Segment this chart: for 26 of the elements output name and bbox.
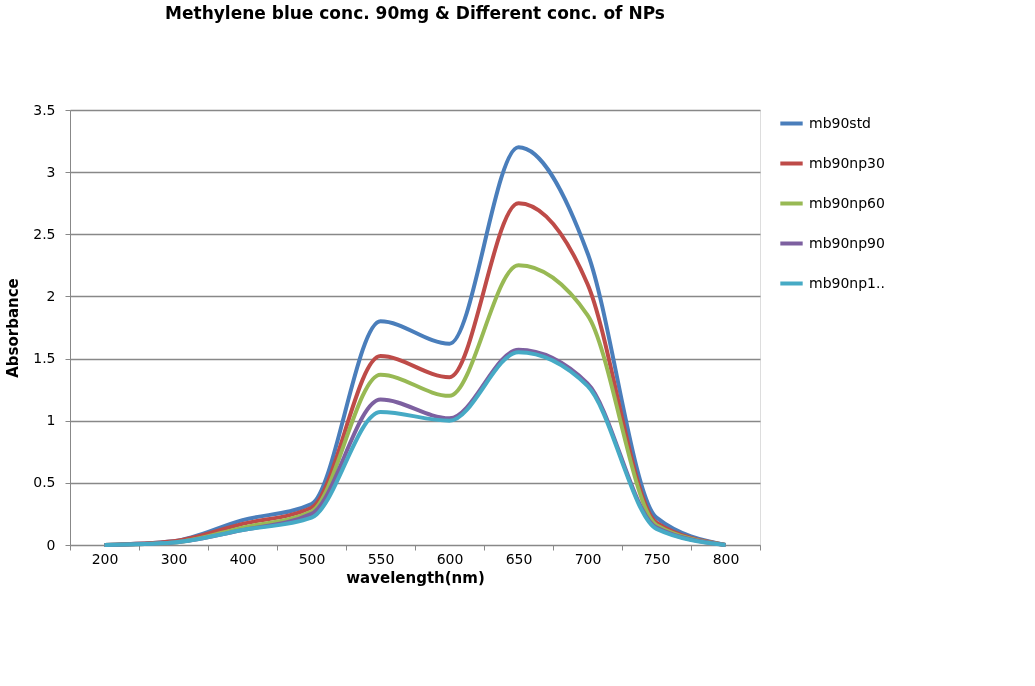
legend-label: mb90np90 (809, 234, 885, 251)
legend-label: mb90np30 (809, 154, 885, 171)
x-tick-label: 700 (574, 550, 602, 567)
x-tick-label: 550 (367, 550, 395, 567)
y-tick-label: 2.5 (33, 225, 56, 242)
legend-label: mb90np1.. (809, 274, 885, 291)
x-tick-label: 800 (712, 550, 740, 567)
legend-label: mb90std (809, 114, 872, 131)
legend-label: mb90np60 (809, 194, 885, 211)
x-tick-label: 750 (643, 550, 671, 567)
y-tick-label: 0.5 (33, 474, 56, 491)
y-tick-label: 2 (46, 287, 56, 304)
y-tick-label: 3 (46, 163, 56, 180)
chart-title: Methylene blue conc. 90mg & Different conc. of NPs (165, 3, 665, 23)
x-axis-title: wavelength(nm) (346, 568, 485, 587)
y-tick-label: 0 (46, 536, 56, 553)
x-tick-label: 650 (505, 550, 533, 567)
x-tick-label: 600 (436, 550, 464, 567)
y-tick-label: 1.5 (33, 350, 56, 367)
x-tick-label: 200 (91, 550, 119, 567)
x-tick-label: 500 (298, 550, 326, 567)
y-axis-title: Absorbance (4, 278, 23, 378)
x-tick-label: 300 (160, 550, 188, 567)
y-tick-label: 3.5 (33, 101, 56, 118)
y-tick-label: 1 (46, 412, 56, 429)
x-tick-label: 400 (229, 550, 257, 567)
